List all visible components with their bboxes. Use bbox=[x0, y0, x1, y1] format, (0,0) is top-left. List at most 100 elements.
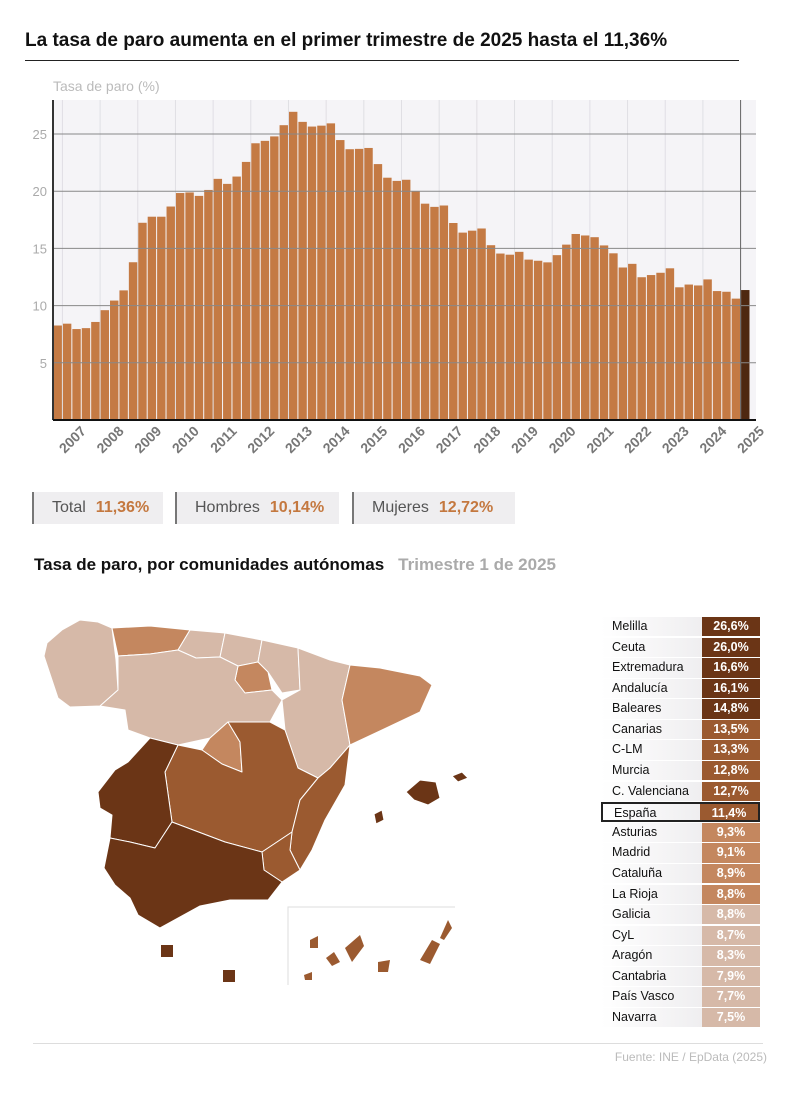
map-asturias[interactable] bbox=[111, 625, 191, 657]
region-value: 7,9% bbox=[702, 966, 760, 987]
x-tick-label: 2019 bbox=[508, 423, 541, 456]
region-value: 26,6% bbox=[702, 617, 760, 637]
bar-2016T1 bbox=[402, 179, 411, 420]
map-castilla-la-mancha[interactable] bbox=[164, 721, 319, 853]
region-row: Andalucía 16,1% bbox=[601, 678, 760, 699]
bar-2024T2 bbox=[712, 291, 722, 420]
bar-2025T1 bbox=[741, 290, 750, 420]
y-tick-label: 5 bbox=[40, 356, 47, 371]
region-name: Cantabria bbox=[601, 966, 702, 987]
bar-2017T1 bbox=[439, 205, 449, 420]
x-tick-label: 2017 bbox=[432, 423, 465, 456]
map-murcia[interactable] bbox=[261, 831, 301, 883]
bar-2009T3 bbox=[157, 216, 166, 420]
bar-2017T4 bbox=[467, 230, 477, 420]
region-row: Extremadura 16,6% bbox=[601, 658, 760, 678]
map-baleares-menorca[interactable] bbox=[451, 771, 469, 783]
x-tick-label: 2012 bbox=[244, 423, 277, 456]
region-name: Aragón bbox=[601, 946, 702, 966]
bar-2010T3 bbox=[194, 195, 204, 420]
map-aragon[interactable] bbox=[281, 647, 351, 779]
region-value: 8,3% bbox=[702, 946, 760, 966]
map-andalucia[interactable] bbox=[103, 821, 283, 929]
map-galicia[interactable] bbox=[43, 619, 119, 708]
bar-2010T2 bbox=[185, 192, 194, 420]
bar-2021T1 bbox=[590, 237, 599, 420]
bar-2013T2 bbox=[298, 121, 307, 420]
region-value: 8,8% bbox=[702, 884, 760, 904]
region-value: 14,8% bbox=[702, 699, 760, 719]
map-canarias[interactable] bbox=[304, 920, 452, 980]
region-name: Melilla bbox=[601, 617, 702, 637]
map-madrid[interactable] bbox=[201, 721, 243, 773]
region-value: 16,1% bbox=[702, 678, 760, 699]
page-title: La tasa de paro aumenta en el primer tri… bbox=[25, 30, 668, 51]
bar-2013T4 bbox=[317, 125, 326, 420]
region-name: Madrid bbox=[601, 843, 702, 863]
map-ceuta[interactable] bbox=[161, 945, 173, 957]
regions-table: Melilla 26,6% Ceuta 26,0% Extremadura 16,6% An… bbox=[601, 617, 760, 1029]
map-cataluna[interactable] bbox=[341, 664, 433, 746]
bar-2021T4 bbox=[618, 267, 628, 420]
y-tick-label: 20 bbox=[33, 184, 47, 199]
region-name: Baleares bbox=[601, 699, 702, 719]
region-row: Aragón 8,3% bbox=[601, 946, 760, 966]
bar-2009T1 bbox=[138, 222, 147, 420]
map-cantabria[interactable] bbox=[177, 629, 226, 659]
region-value: 7,7% bbox=[702, 987, 760, 1007]
x-tick-label: 2020 bbox=[545, 423, 578, 456]
region-name: CyL bbox=[601, 925, 702, 946]
region-value: 12,8% bbox=[702, 761, 760, 781]
stat-label: Mujeres bbox=[372, 499, 429, 516]
region-row: La Rioja 8,8% bbox=[601, 884, 760, 904]
map-baleares[interactable] bbox=[405, 779, 441, 806]
region-row: España 11,4% bbox=[601, 802, 760, 822]
y-axis-label: Tasa de paro (%) bbox=[53, 78, 160, 94]
region-value: 26,0% bbox=[702, 637, 760, 657]
map-extremadura[interactable] bbox=[97, 737, 179, 849]
region-value: 12,7% bbox=[702, 781, 760, 802]
x-tick-label: 2022 bbox=[621, 423, 654, 456]
stat-total: Total 11,36% bbox=[32, 492, 163, 524]
regions-period: Trimestre 1 de 2025 bbox=[398, 555, 556, 574]
source-note: Fuente: INE / EpData (2025) bbox=[614, 1050, 767, 1064]
bar-2019T2 bbox=[524, 259, 533, 420]
y-tick-label: 10 bbox=[33, 299, 47, 314]
bar-2023T2 bbox=[675, 287, 684, 420]
x-tick-label: 2007 bbox=[56, 423, 89, 456]
bar-2012T3 bbox=[270, 136, 279, 420]
region-row: Galicia 8,8% bbox=[601, 905, 760, 925]
region-name: Canarias bbox=[601, 719, 702, 740]
bar-2024T1 bbox=[703, 279, 712, 420]
map-baleares-ibiza[interactable] bbox=[373, 809, 385, 825]
bar-2023T1 bbox=[665, 268, 675, 420]
region-value: 8,8% bbox=[702, 905, 760, 925]
bar-2011T1 bbox=[213, 178, 223, 420]
bar-2017T2 bbox=[449, 223, 458, 420]
bar-2007T3 bbox=[81, 328, 91, 420]
bar-2020T3 bbox=[571, 233, 580, 420]
x-tick-label: 2021 bbox=[583, 423, 616, 456]
region-name: La Rioja bbox=[601, 884, 702, 904]
stat-men: Hombres 10,14% bbox=[175, 492, 339, 524]
bar-2017T3 bbox=[458, 232, 467, 420]
map-castilla-y-leon[interactable] bbox=[99, 649, 283, 746]
region-name: Ceuta bbox=[601, 637, 702, 657]
map-c-valenciana[interactable] bbox=[289, 744, 351, 871]
region-value: 8,9% bbox=[702, 863, 760, 884]
bar-2006T4 bbox=[53, 325, 62, 420]
bar-2019T1 bbox=[515, 251, 524, 420]
stat-value: 10,14% bbox=[269, 499, 325, 516]
bar-2021T3 bbox=[609, 253, 618, 420]
region-name: Andalucía bbox=[601, 678, 702, 699]
bar-2023T4 bbox=[693, 285, 703, 420]
map-melilla[interactable] bbox=[223, 970, 235, 982]
bar-2018T3 bbox=[496, 253, 505, 420]
region-row: Cantabria 7,9% bbox=[601, 966, 760, 987]
map-pais-vasco[interactable] bbox=[219, 632, 263, 667]
map-la-rioja[interactable] bbox=[234, 661, 273, 694]
bar-2022T3 bbox=[646, 275, 656, 420]
region-row: Asturias 9,3% bbox=[601, 822, 760, 843]
bar-2014T2 bbox=[336, 140, 345, 420]
map-navarra[interactable] bbox=[257, 639, 301, 694]
